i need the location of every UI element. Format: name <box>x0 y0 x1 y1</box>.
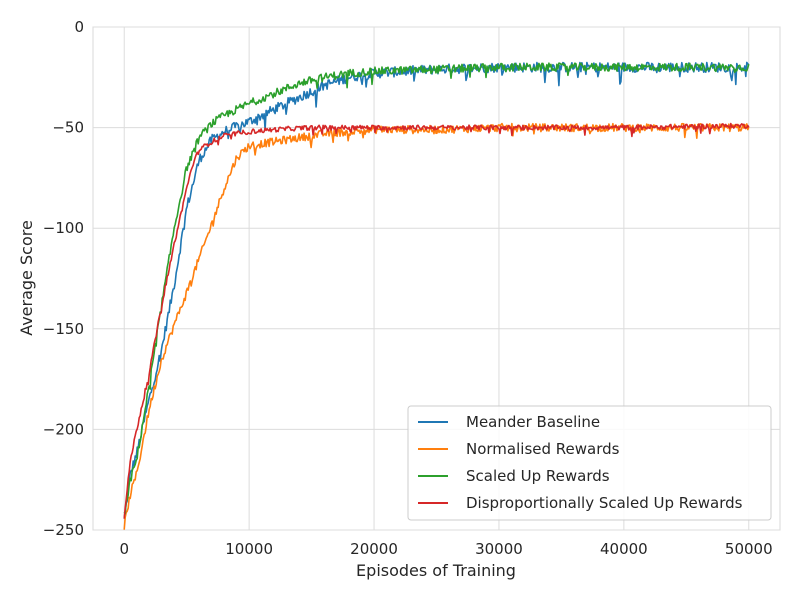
x-tick-label: 20000 <box>350 540 398 558</box>
legend-box <box>407 405 772 521</box>
x-tick-labels: 0 10000 20000 30000 40000 50000 <box>119 540 772 558</box>
y-tick-label: −100 <box>43 219 84 237</box>
legend-label: Meander Baseline <box>466 413 600 431</box>
legend-label: Normalised Rewards <box>466 440 620 458</box>
legend: Meander Baseline Normalised Rewards Scaled… <box>407 405 772 521</box>
x-tick-label: 0 <box>119 540 129 558</box>
y-tick-label: −150 <box>43 320 84 338</box>
x-tick-label: 40000 <box>600 540 648 558</box>
series-group <box>123 61 750 530</box>
series-line-4 <box>123 122 750 519</box>
x-tick-label: 50000 <box>725 540 773 558</box>
x-tick-label: 30000 <box>475 540 523 558</box>
legend-label: Disproportionally Scaled Up Rewards <box>466 494 743 512</box>
y-tick-label: −50 <box>52 119 84 137</box>
y-axis-label: Average Score <box>17 220 36 336</box>
series-line-2 <box>123 122 750 530</box>
y-tick-label: −250 <box>43 521 84 539</box>
series-line-3 <box>123 62 750 515</box>
y-tick-label: 0 <box>74 18 84 36</box>
x-tick-label: 10000 <box>225 540 273 558</box>
legend-label: Scaled Up Rewards <box>466 467 610 485</box>
y-tick-label: −200 <box>43 420 84 438</box>
x-axis-label: Episodes of Training <box>356 561 516 580</box>
y-tick-labels: 0 −50 −100 −150 −200 −250 <box>43 18 84 539</box>
